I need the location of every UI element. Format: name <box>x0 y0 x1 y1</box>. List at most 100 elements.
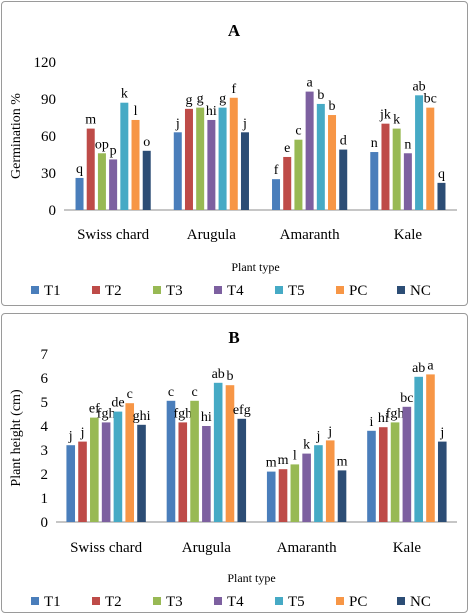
plant-height-bar-significance-label: j <box>327 424 332 439</box>
plant-height-bar-significance-label: fgh <box>386 406 405 421</box>
germination-bar-significance-label: bc <box>424 92 437 107</box>
plant-height-bar-significance-label: hi <box>201 410 212 425</box>
germination-legend-label-t3: T3 <box>166 283 183 299</box>
germination-bar-pc-kale <box>426 107 435 210</box>
plant-height-bar-t1-amaranth <box>266 471 276 522</box>
plant-height-bar-t4-swiss-chard <box>101 422 111 522</box>
germination-legend-label-pc: PC <box>349 283 367 299</box>
plant-height-bar-pc-swiss-chard <box>125 403 135 522</box>
plant-height-y-tick-label: 5 <box>41 395 49 411</box>
germination-bar-significance-label: n <box>371 136 378 151</box>
plant-height-bar-t2-swiss-chard <box>78 441 87 522</box>
plant-height-y-axis-label: Plant height (cm) <box>9 389 24 487</box>
plant-height-bar-significance-label: hi <box>378 411 389 426</box>
plant-height-legend-label-nc: NC <box>410 594 431 610</box>
plant-height-category-label: Kale <box>393 540 422 556</box>
germination-bar-significance-label: b <box>329 99 336 114</box>
germination-legend-swatch-pc <box>336 286 344 294</box>
plant-height-bar-t1-kale <box>367 430 376 522</box>
plant-height-category-label: Arugula <box>182 540 231 556</box>
plant-height-bar-significance-label: c <box>168 385 174 400</box>
germination-y-tick-label: 90 <box>41 92 56 108</box>
germination-category-label: Kale <box>394 227 423 243</box>
plant-height-bar-t3-amaranth <box>290 464 300 522</box>
plant-height-category-label: Swiss chard <box>70 540 143 556</box>
plant-height-bar-nc-kale <box>437 441 447 522</box>
germination-bar-significance-label: g <box>219 92 226 107</box>
germination-bar-significance-label: q <box>76 162 83 177</box>
germination-chart-panel: A Germination % 0 30 60 90 120 q m op p k l o Swiss ch… <box>1 1 468 306</box>
germination-bar-significance-label: e <box>284 141 290 156</box>
plant-height-legend-label-t1: T1 <box>44 594 61 610</box>
germination-bar-t4-kale <box>403 153 412 210</box>
plant-height-bar-t4-amaranth <box>302 453 311 522</box>
germination-legend-label-nc: NC <box>410 283 431 299</box>
germination-bar-significance-label: n <box>404 137 411 152</box>
plant-height-bar-significance-label: j <box>68 429 73 444</box>
plant-height-bar-pc-arugula <box>225 385 235 522</box>
germination-bar-significance-label: c <box>295 124 301 139</box>
germination-bar-significance-label: j <box>242 116 247 131</box>
plant-height-legend-label-t2: T2 <box>105 594 122 610</box>
plant-height-legend-swatch-nc <box>397 597 405 605</box>
germination-legend-label-t5: T5 <box>288 283 305 299</box>
germination-bar-t5-arugula <box>218 107 227 210</box>
germination-bar-significance-label: op <box>95 137 109 152</box>
plant-height-bar-significance-label: m <box>266 456 277 471</box>
plant-height-bar-t5-swiss-chard <box>113 411 123 522</box>
germination-legend-swatch-t2 <box>92 286 100 294</box>
germination-legend-label-t1: T1 <box>44 283 61 299</box>
germination-bar-significance-label: k <box>121 87 128 102</box>
germination-bar-significance-label: m <box>85 113 96 128</box>
plant-height-bar-significance-label: c <box>127 387 133 402</box>
germination-bar-significance-label: d <box>340 134 347 149</box>
plant-height-legend-swatch-t2 <box>92 597 100 605</box>
plant-height-bar-t1-swiss-chard <box>66 445 76 522</box>
germination-bar-t3-amaranth <box>294 139 303 210</box>
germination-y-tick-label: 120 <box>34 55 57 71</box>
plant-height-legend-swatch-t5 <box>275 597 283 605</box>
germination-bar-significance-label: f <box>274 163 279 178</box>
plant-height-bar-t5-arugula <box>213 382 223 522</box>
plant-height-bar-nc-swiss-chard <box>137 424 146 522</box>
plant-height-bar-pc-amaranth <box>325 440 335 522</box>
germination-bar-significance-label: g <box>197 92 204 107</box>
germination-legend-swatch-t1 <box>31 286 39 294</box>
plant-height-bar-t5-amaranth <box>314 445 323 522</box>
germination-bar-t2-amaranth <box>283 156 292 210</box>
germination-bar-significance-label: jk <box>379 108 391 123</box>
plant-height-legend-swatch-t4 <box>214 597 222 605</box>
germination-legend-swatch-t3 <box>153 286 161 294</box>
germination-bar-t1-amaranth <box>272 179 281 210</box>
plant-height-bar-pc-kale <box>426 374 435 522</box>
plant-height-legend-swatch-t1 <box>31 597 39 605</box>
germination-bar-t5-amaranth <box>316 103 325 210</box>
plant-height-bar-nc-amaranth <box>337 470 347 522</box>
plant-height-bar-t4-kale <box>402 406 412 522</box>
germination-legend-swatch-t5 <box>275 286 283 294</box>
germination-bar-t2-swiss-chard <box>86 128 95 210</box>
plant-height-bar-significance-label: ghi <box>133 409 151 424</box>
plant-height-bar-t1-arugula <box>166 400 176 522</box>
plant-height-bar-significance-label: c <box>191 385 197 400</box>
germination-bar-t3-kale <box>392 128 401 210</box>
plant-height-legend-label-pc: PC <box>349 594 367 610</box>
plant-height-category-label: Amaranth <box>277 540 337 556</box>
plant-height-bar-significance-label: a <box>427 358 434 373</box>
plant-height-bar-nc-arugula <box>237 418 247 522</box>
plant-height-bar-significance-label: l <box>293 448 297 463</box>
germination-legend-swatch-t4 <box>214 286 222 294</box>
plant-height-legend-swatch-pc <box>336 597 344 605</box>
plant-height-bar-t2-arugula <box>178 422 188 522</box>
germination-bar-significance-label: l <box>134 104 138 119</box>
germination-bar-t5-kale <box>415 95 424 210</box>
plant-height-legend-label-t3: T3 <box>166 594 183 610</box>
plant-height-y-tick-label: 1 <box>41 491 49 507</box>
plant-height-chart-title: B <box>228 328 239 347</box>
plant-height-legend-swatch-t3 <box>153 597 161 605</box>
germination-bar-nc-kale <box>437 182 446 210</box>
germination-y-axis-label: Germination % <box>9 93 24 179</box>
